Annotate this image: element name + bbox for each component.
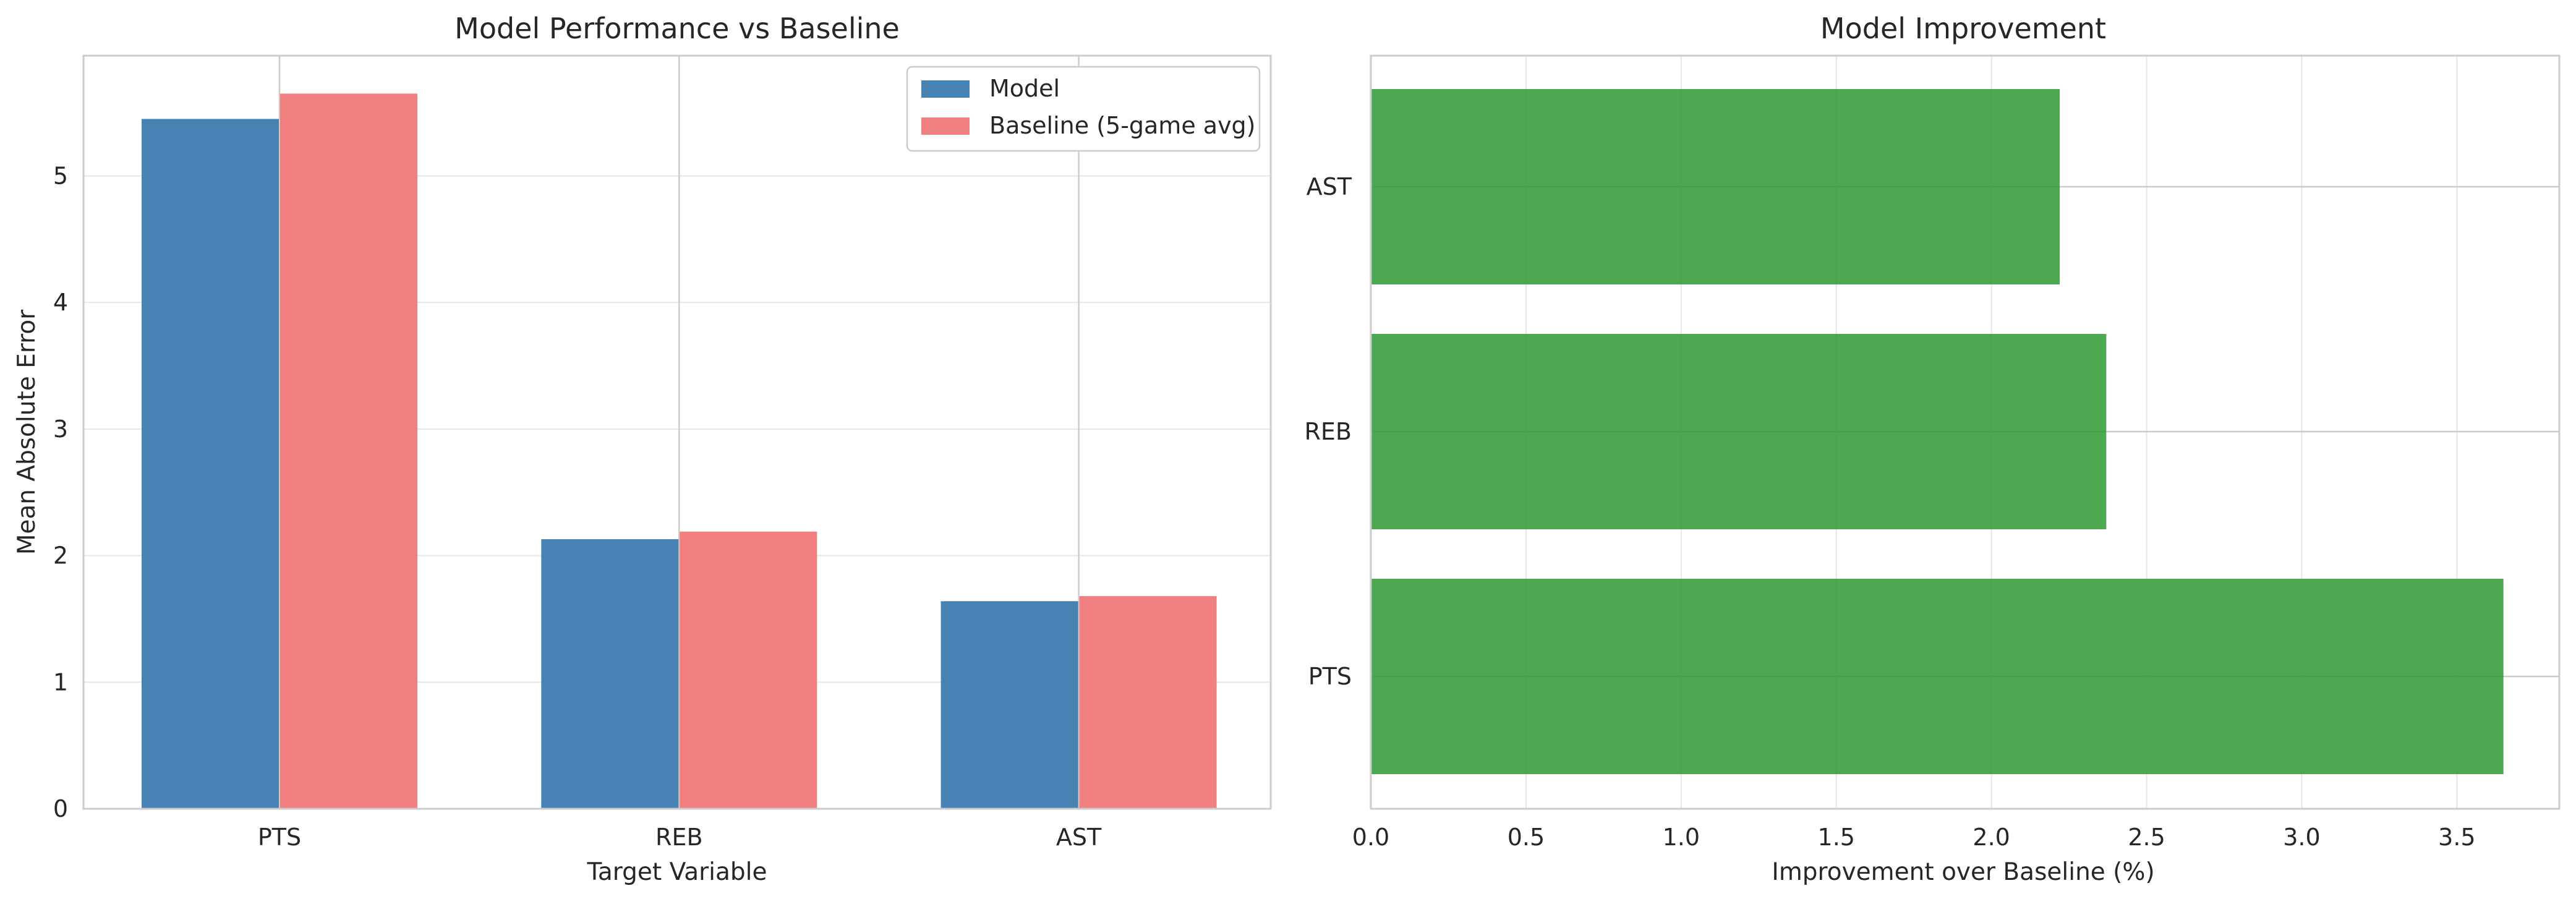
left-y-tick-1: 1 <box>53 668 68 696</box>
right-plot-frame <box>1370 54 2561 810</box>
left-y-tick-5: 5 <box>53 162 68 189</box>
left-x-tick-labels: PTS REB AST <box>258 824 1102 851</box>
left-x-tick-pts: PTS <box>258 824 301 851</box>
right-chart-title: Model Improvement <box>1820 12 2106 45</box>
left-y-tick-3: 3 <box>53 416 68 443</box>
right-x-tick-7: 3.5 <box>2438 824 2475 851</box>
improvement-bar-ast <box>1371 89 2060 284</box>
left-chart-title: Model Performance vs Baseline <box>454 12 900 45</box>
baseline-bar-reb <box>680 531 817 809</box>
baseline-bar-ast <box>1079 596 1217 809</box>
model-bar-reb <box>541 539 679 809</box>
model-bar-pts <box>142 119 279 809</box>
legend-swatch-baseline <box>921 117 970 135</box>
right-bars <box>1371 89 2504 774</box>
legend-label-model: Model <box>989 75 1060 102</box>
left-x-axis-label: Target Variable <box>587 858 767 886</box>
left-bars <box>142 93 1217 809</box>
right-x-tick-5: 2.5 <box>2128 824 2165 851</box>
right-x-tick-3: 1.5 <box>1818 824 1855 851</box>
mae-comparison-chart: Model Performance vs Baseline 0 1 2 3 4 5 PTS… <box>13 12 1272 886</box>
right-y-tick-pts: PTS <box>1308 663 1352 690</box>
improvement-chart: Model Improvement PTS REB AST 0.0 0.5 1.0 1.5… <box>1305 12 2561 886</box>
improvement-bar-reb <box>1371 334 2107 529</box>
legend-label-baseline: Baseline (5-game avg) <box>989 112 1256 139</box>
improvement-bar-pts <box>1371 579 2504 774</box>
right-y-tick-ast: AST <box>1307 173 1352 200</box>
right-y-tick-labels: PTS REB AST <box>1305 173 1352 690</box>
left-y-axis-label: Mean Absolute Error <box>13 309 41 555</box>
legend-swatch-model <box>921 80 970 98</box>
model-bar-ast <box>940 601 1078 809</box>
left-y-tick-2: 2 <box>53 542 68 569</box>
right-x-tick-4: 2.0 <box>1973 824 2010 851</box>
legend: Model Baseline (5-game avg) <box>906 66 1261 152</box>
left-y-tick-0: 0 <box>53 795 68 822</box>
legend-box <box>906 66 1261 152</box>
left-x-tick-ast: AST <box>1056 824 1102 851</box>
right-x-tick-6: 3.0 <box>2283 824 2320 851</box>
right-x-tick-0: 0.0 <box>1352 824 1389 851</box>
right-x-tick-1: 0.5 <box>1508 824 1545 851</box>
left-x-tick-reb: REB <box>655 824 702 851</box>
left-y-tick-4: 4 <box>53 289 68 316</box>
right-x-tick-labels: 0.0 0.5 1.0 1.5 2.0 2.5 3.0 3.5 <box>1352 824 2476 851</box>
right-x-axis-label: Improvement over Baseline (%) <box>1772 858 2154 886</box>
left-y-tick-labels: 0 1 2 3 4 5 <box>53 162 68 822</box>
left-plot-frame <box>82 54 1272 810</box>
baseline-bar-pts <box>280 93 417 809</box>
right-y-tick-reb: REB <box>1305 418 1352 445</box>
right-x-tick-2: 1.0 <box>1663 824 1700 851</box>
